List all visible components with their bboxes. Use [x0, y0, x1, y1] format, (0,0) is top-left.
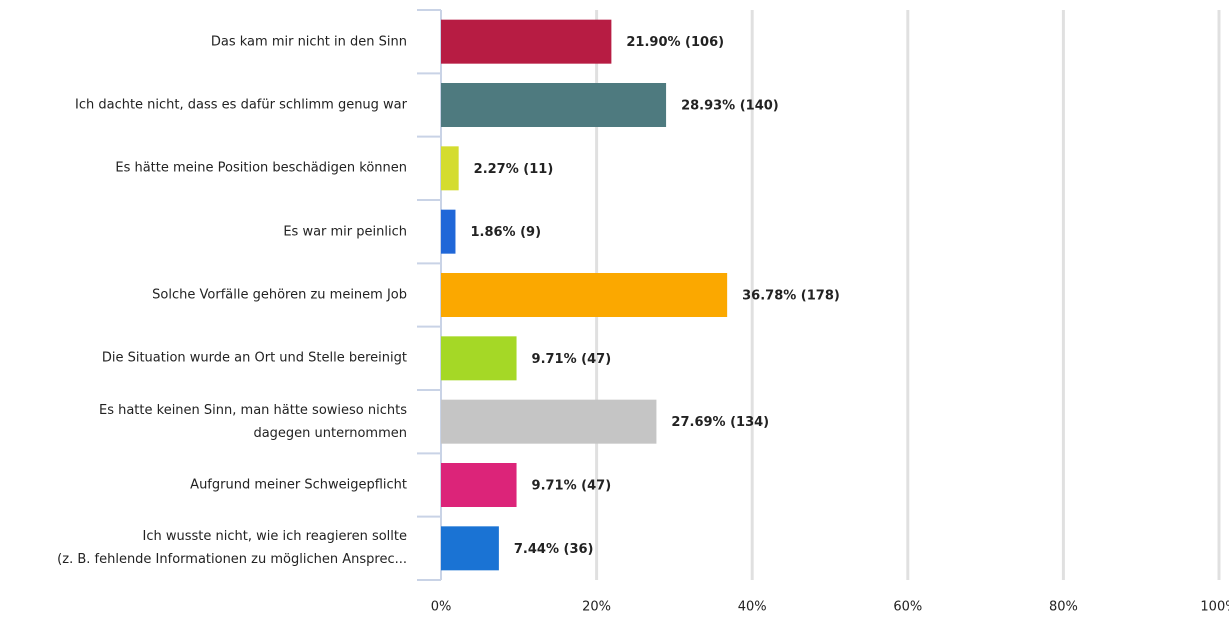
value-label: 2.27% (11)	[474, 162, 554, 177]
value-label: 7.44% (36)	[514, 542, 594, 557]
category-label: Das kam mir nicht in den Sinn	[210, 34, 407, 50]
category-label: Ich wusste nicht, wie ich reagieren soll…	[57, 529, 407, 568]
category-label: Die Situation wurde an Ort und Stelle be…	[101, 350, 407, 366]
category-label: Es war mir peinlich	[283, 224, 407, 240]
bar	[441, 209, 456, 254]
bar	[441, 336, 517, 381]
value-label: 36.78% (178)	[742, 289, 840, 304]
value-label: 9.71% (47)	[532, 479, 612, 494]
x-tick-label: 80%	[1049, 600, 1078, 615]
value-label: 1.86% (9)	[470, 225, 541, 240]
bar	[441, 399, 657, 444]
bar	[441, 83, 667, 127]
value-label: 21.90% (106)	[626, 35, 724, 50]
x-tick-label: 60%	[893, 600, 922, 615]
bar	[441, 273, 728, 317]
x-tick-label: 0%	[431, 600, 452, 615]
category-label: Es hatte keinen Sinn, man hätte sowieso …	[98, 402, 407, 441]
value-label: 9.71% (47)	[532, 352, 612, 367]
category-label: Solche Vorfälle gehören zu meinem Job	[152, 287, 407, 303]
category-label: Aufgrund meiner Schweigepflicht	[190, 477, 407, 493]
x-tick-label: 40%	[738, 600, 767, 615]
bar	[441, 526, 499, 571]
category-label: Ich dachte nicht, dass es dafür schlimm …	[75, 97, 407, 113]
value-label: 28.93% (140)	[681, 99, 779, 114]
bar	[441, 146, 459, 191]
bar	[441, 19, 612, 64]
x-tick-label: 20%	[582, 600, 611, 615]
value-label: 27.69% (134)	[671, 415, 769, 430]
category-label: Es hätte meine Position beschädigen könn…	[115, 160, 407, 176]
bar	[441, 463, 517, 507]
x-tick-label: 100%	[1200, 600, 1229, 615]
